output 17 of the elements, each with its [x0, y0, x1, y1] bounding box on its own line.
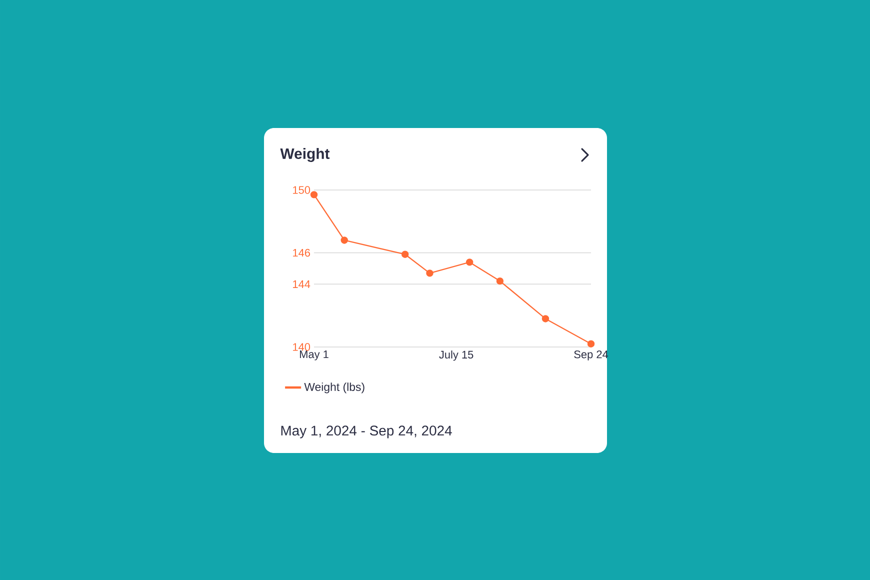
point [310, 191, 318, 198]
point [426, 270, 434, 277]
point [542, 315, 550, 322]
point [587, 340, 595, 348]
x-tick-label: July 15 [439, 350, 474, 361]
chart-title: Weight [280, 148, 330, 162]
point [496, 277, 504, 285]
point [466, 258, 474, 266]
point [401, 250, 409, 258]
point [340, 236, 348, 244]
y-tick-label: 144 [293, 280, 310, 288]
text: May 1, 2024 - Sep 24, 2024 [281, 426, 452, 438]
y-tick-label: 140 [293, 343, 310, 351]
x-tick-label: May 1 [300, 350, 328, 360]
y-tick-label: 146 [293, 248, 310, 257]
legend-label: Weight (lbs) [304, 382, 364, 394]
y-tick-label: 150 [293, 186, 310, 194]
